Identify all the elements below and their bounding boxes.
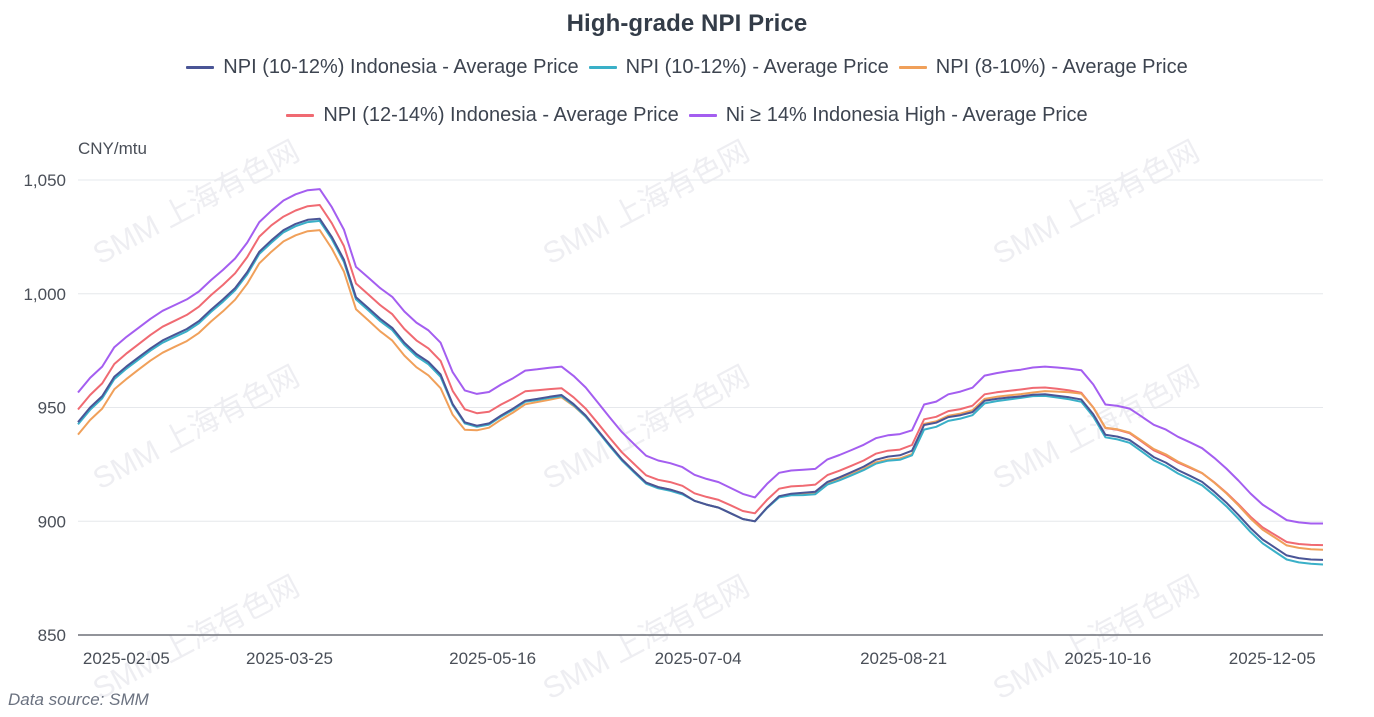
data-source-note: Data source: SMM bbox=[8, 690, 149, 709]
legend-item-npi-8-10[interactable]: NPI (8-10%) - Average Price bbox=[898, 56, 1188, 79]
y-tick-label: 900 bbox=[38, 512, 66, 531]
y-tick-label: 1,050 bbox=[23, 171, 66, 190]
watermark-text: SMM 上海有色网 bbox=[988, 360, 1205, 496]
x-tick-label: 2025-02-05 bbox=[83, 649, 170, 668]
y-tick-label: 950 bbox=[38, 399, 66, 418]
grid-lines bbox=[78, 179, 1323, 636]
watermark-text: SMM 上海有色网 bbox=[538, 570, 755, 706]
legend-label: NPI (10-12%) Indonesia - Average Price bbox=[223, 56, 579, 78]
chart-title: High-grade NPI Price bbox=[566, 10, 808, 37]
y-tick-label: 850 bbox=[38, 626, 66, 645]
x-tick-label: 2025-03-25 bbox=[246, 649, 333, 668]
legend-item-npi-12-14-indonesia[interactable]: NPI (12-14%) Indonesia - Average Price bbox=[286, 104, 679, 127]
x-tick-label: 2025-07-04 bbox=[655, 649, 742, 668]
legend-line-icon bbox=[898, 66, 927, 69]
legend-item-ni-14-indonesia-high[interactable]: Ni ≥ 14% Indonesia High - Average Price bbox=[688, 104, 1088, 127]
y-axis-ticks: 1,050 1,000 950 900 850 bbox=[23, 171, 66, 645]
legend-label: NPI (8-10%) - Average Price bbox=[935, 56, 1188, 78]
watermark-text: SMM 上海有色网 bbox=[538, 135, 755, 271]
legend-label: NPI (10-12%) - Average Price bbox=[625, 56, 889, 78]
legend-item-npi-10-12[interactable]: NPI (10-12%) - Average Price bbox=[588, 56, 889, 79]
watermark-layer: SMM 上海有色网 SMM 上海有色网 SMM 上海有色网 SMM 上海有色网 SMM … bbox=[88, 135, 1205, 706]
legend-label: Ni ≥ 14% Indonesia High - Average Price bbox=[725, 104, 1088, 126]
legend-line-icon bbox=[588, 66, 617, 69]
series-lines bbox=[77, 188, 1324, 566]
legend-label: NPI (12-14%) Indonesia - Average Price bbox=[323, 104, 679, 126]
x-tick-label: 2025-08-21 bbox=[860, 649, 947, 668]
watermark-text: SMM 上海有色网 bbox=[988, 570, 1205, 706]
y-tick-label: 1,000 bbox=[23, 285, 66, 304]
legend-line-icon bbox=[286, 114, 315, 117]
watermark-text: SMM 上海有色网 bbox=[988, 135, 1205, 271]
watermark-text: SMM 上海有色网 bbox=[88, 360, 305, 496]
watermark-text: SMM 上海有色网 bbox=[88, 570, 305, 706]
x-tick-label: 2025-10-16 bbox=[1064, 649, 1151, 668]
series-line-4[interactable] bbox=[77, 188, 1323, 525]
y-axis-unit-label: CNY/mtu bbox=[78, 139, 147, 158]
x-tick-label: 2025-12-05 bbox=[1229, 649, 1316, 668]
legend-line-icon bbox=[688, 114, 717, 117]
legend-row-2: NPI (12-14%) Indonesia - Average Price N… bbox=[0, 104, 1374, 127]
series-line-0[interactable] bbox=[77, 217, 1324, 561]
x-tick-label: 2025-05-16 bbox=[449, 649, 536, 668]
legend-item-npi-10-12-indonesia[interactable]: NPI (10-12%) Indonesia - Average Price bbox=[186, 56, 579, 79]
legend-row-1: NPI (10-12%) Indonesia - Average Price N… bbox=[0, 56, 1374, 79]
x-axis-ticks: 2025-02-05 2025-03-25 2025-05-16 2025-07-04… bbox=[83, 649, 1316, 668]
legend-line-icon bbox=[186, 66, 215, 69]
